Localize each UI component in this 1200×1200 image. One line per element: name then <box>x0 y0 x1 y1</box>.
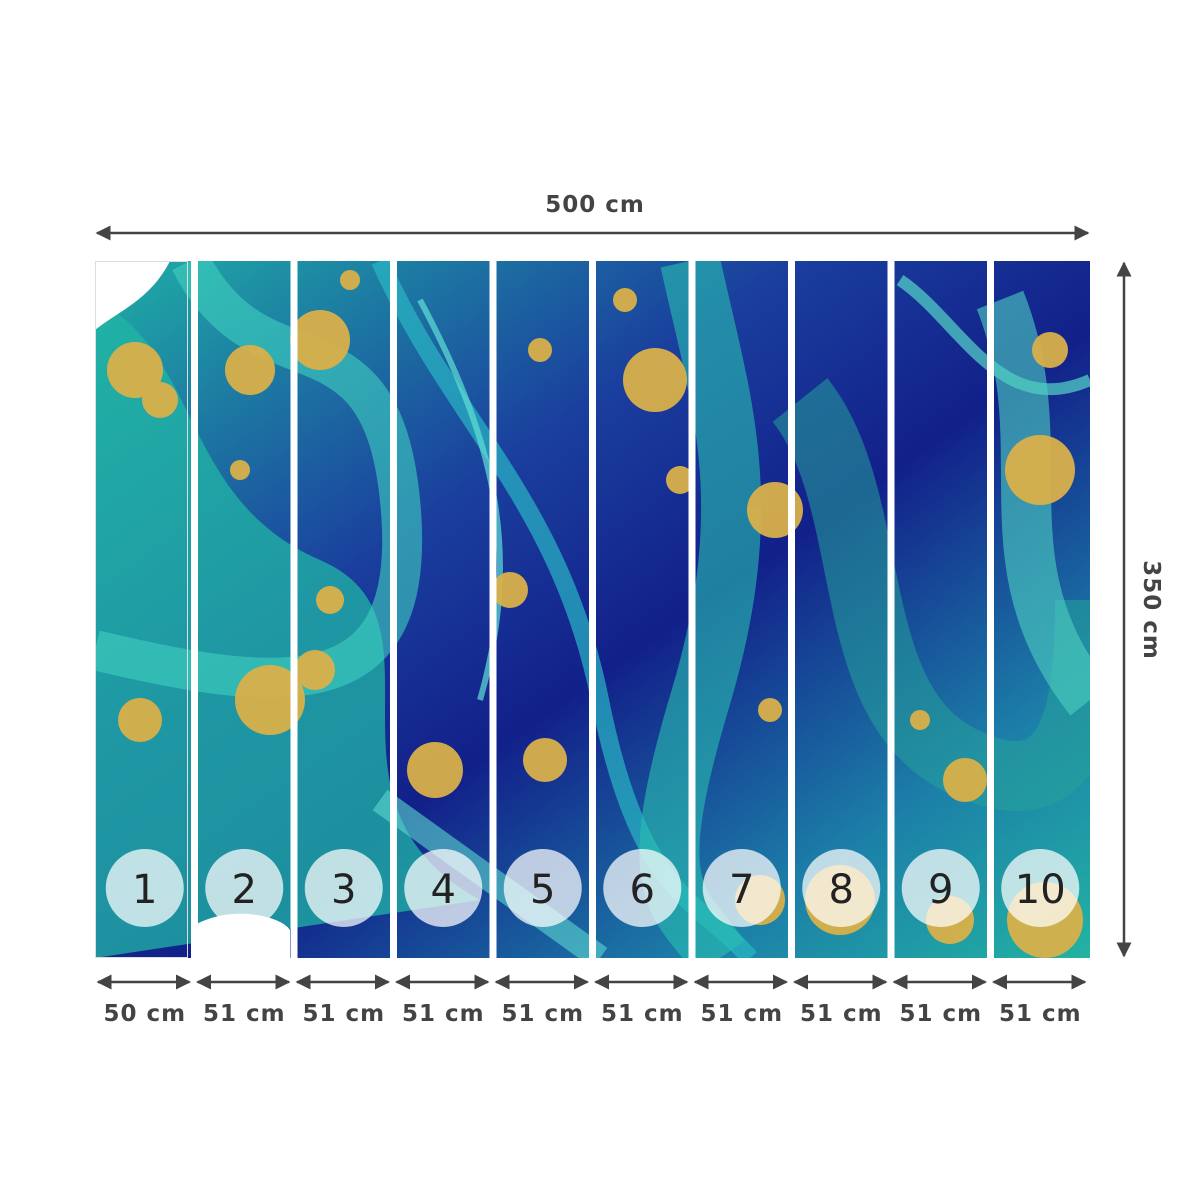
panel-width: 51 cm <box>501 1001 584 1027</box>
panel-number: 1 <box>132 867 157 913</box>
number-badge <box>205 849 284 927</box>
panel-gaps <box>191 261 994 958</box>
panel-number: 2 <box>232 867 257 913</box>
panel-width: 51 cm <box>899 1001 982 1027</box>
total-height: 350 cm <box>1138 560 1164 660</box>
number-badge <box>901 849 980 927</box>
panel-gap <box>191 261 198 958</box>
panel-number: 10 <box>1015 867 1066 913</box>
number-badge <box>802 849 881 927</box>
panel-gap <box>688 261 696 958</box>
number-badge <box>603 849 682 927</box>
panel-number: 6 <box>630 867 655 913</box>
panel-width: 50 cm <box>103 1001 186 1027</box>
panel-gap <box>589 261 596 958</box>
panel-gap <box>390 261 397 958</box>
number-badge <box>404 849 483 927</box>
panel-number: 8 <box>829 867 854 913</box>
panel-outline <box>95 261 188 958</box>
total-width: 500 cm <box>545 192 645 218</box>
panel-number: 5 <box>530 867 555 913</box>
panel-width: 51 cm <box>601 1001 684 1027</box>
number-badge <box>503 849 582 927</box>
panel-gap <box>987 261 994 958</box>
panel-width: 51 cm <box>800 1001 883 1027</box>
number-badge <box>105 849 184 927</box>
panel-number: 4 <box>431 867 456 913</box>
number-badge <box>304 849 383 927</box>
panel-number: 3 <box>331 867 356 913</box>
panel-gap <box>290 261 298 958</box>
panel-number: 7 <box>729 867 754 913</box>
panel-gap <box>887 261 895 958</box>
panel-width: 51 cm <box>203 1001 286 1027</box>
panel-width: 51 cm <box>302 1001 385 1027</box>
panel-width: 51 cm <box>999 1001 1082 1027</box>
panel-width: 51 cm <box>402 1001 485 1027</box>
panel-gap <box>489 261 497 958</box>
panel-gap <box>788 261 795 958</box>
panel-number: 9 <box>928 867 953 913</box>
panel-width: 51 cm <box>700 1001 783 1027</box>
number-badge <box>702 849 781 927</box>
number-badge <box>1001 849 1080 927</box>
